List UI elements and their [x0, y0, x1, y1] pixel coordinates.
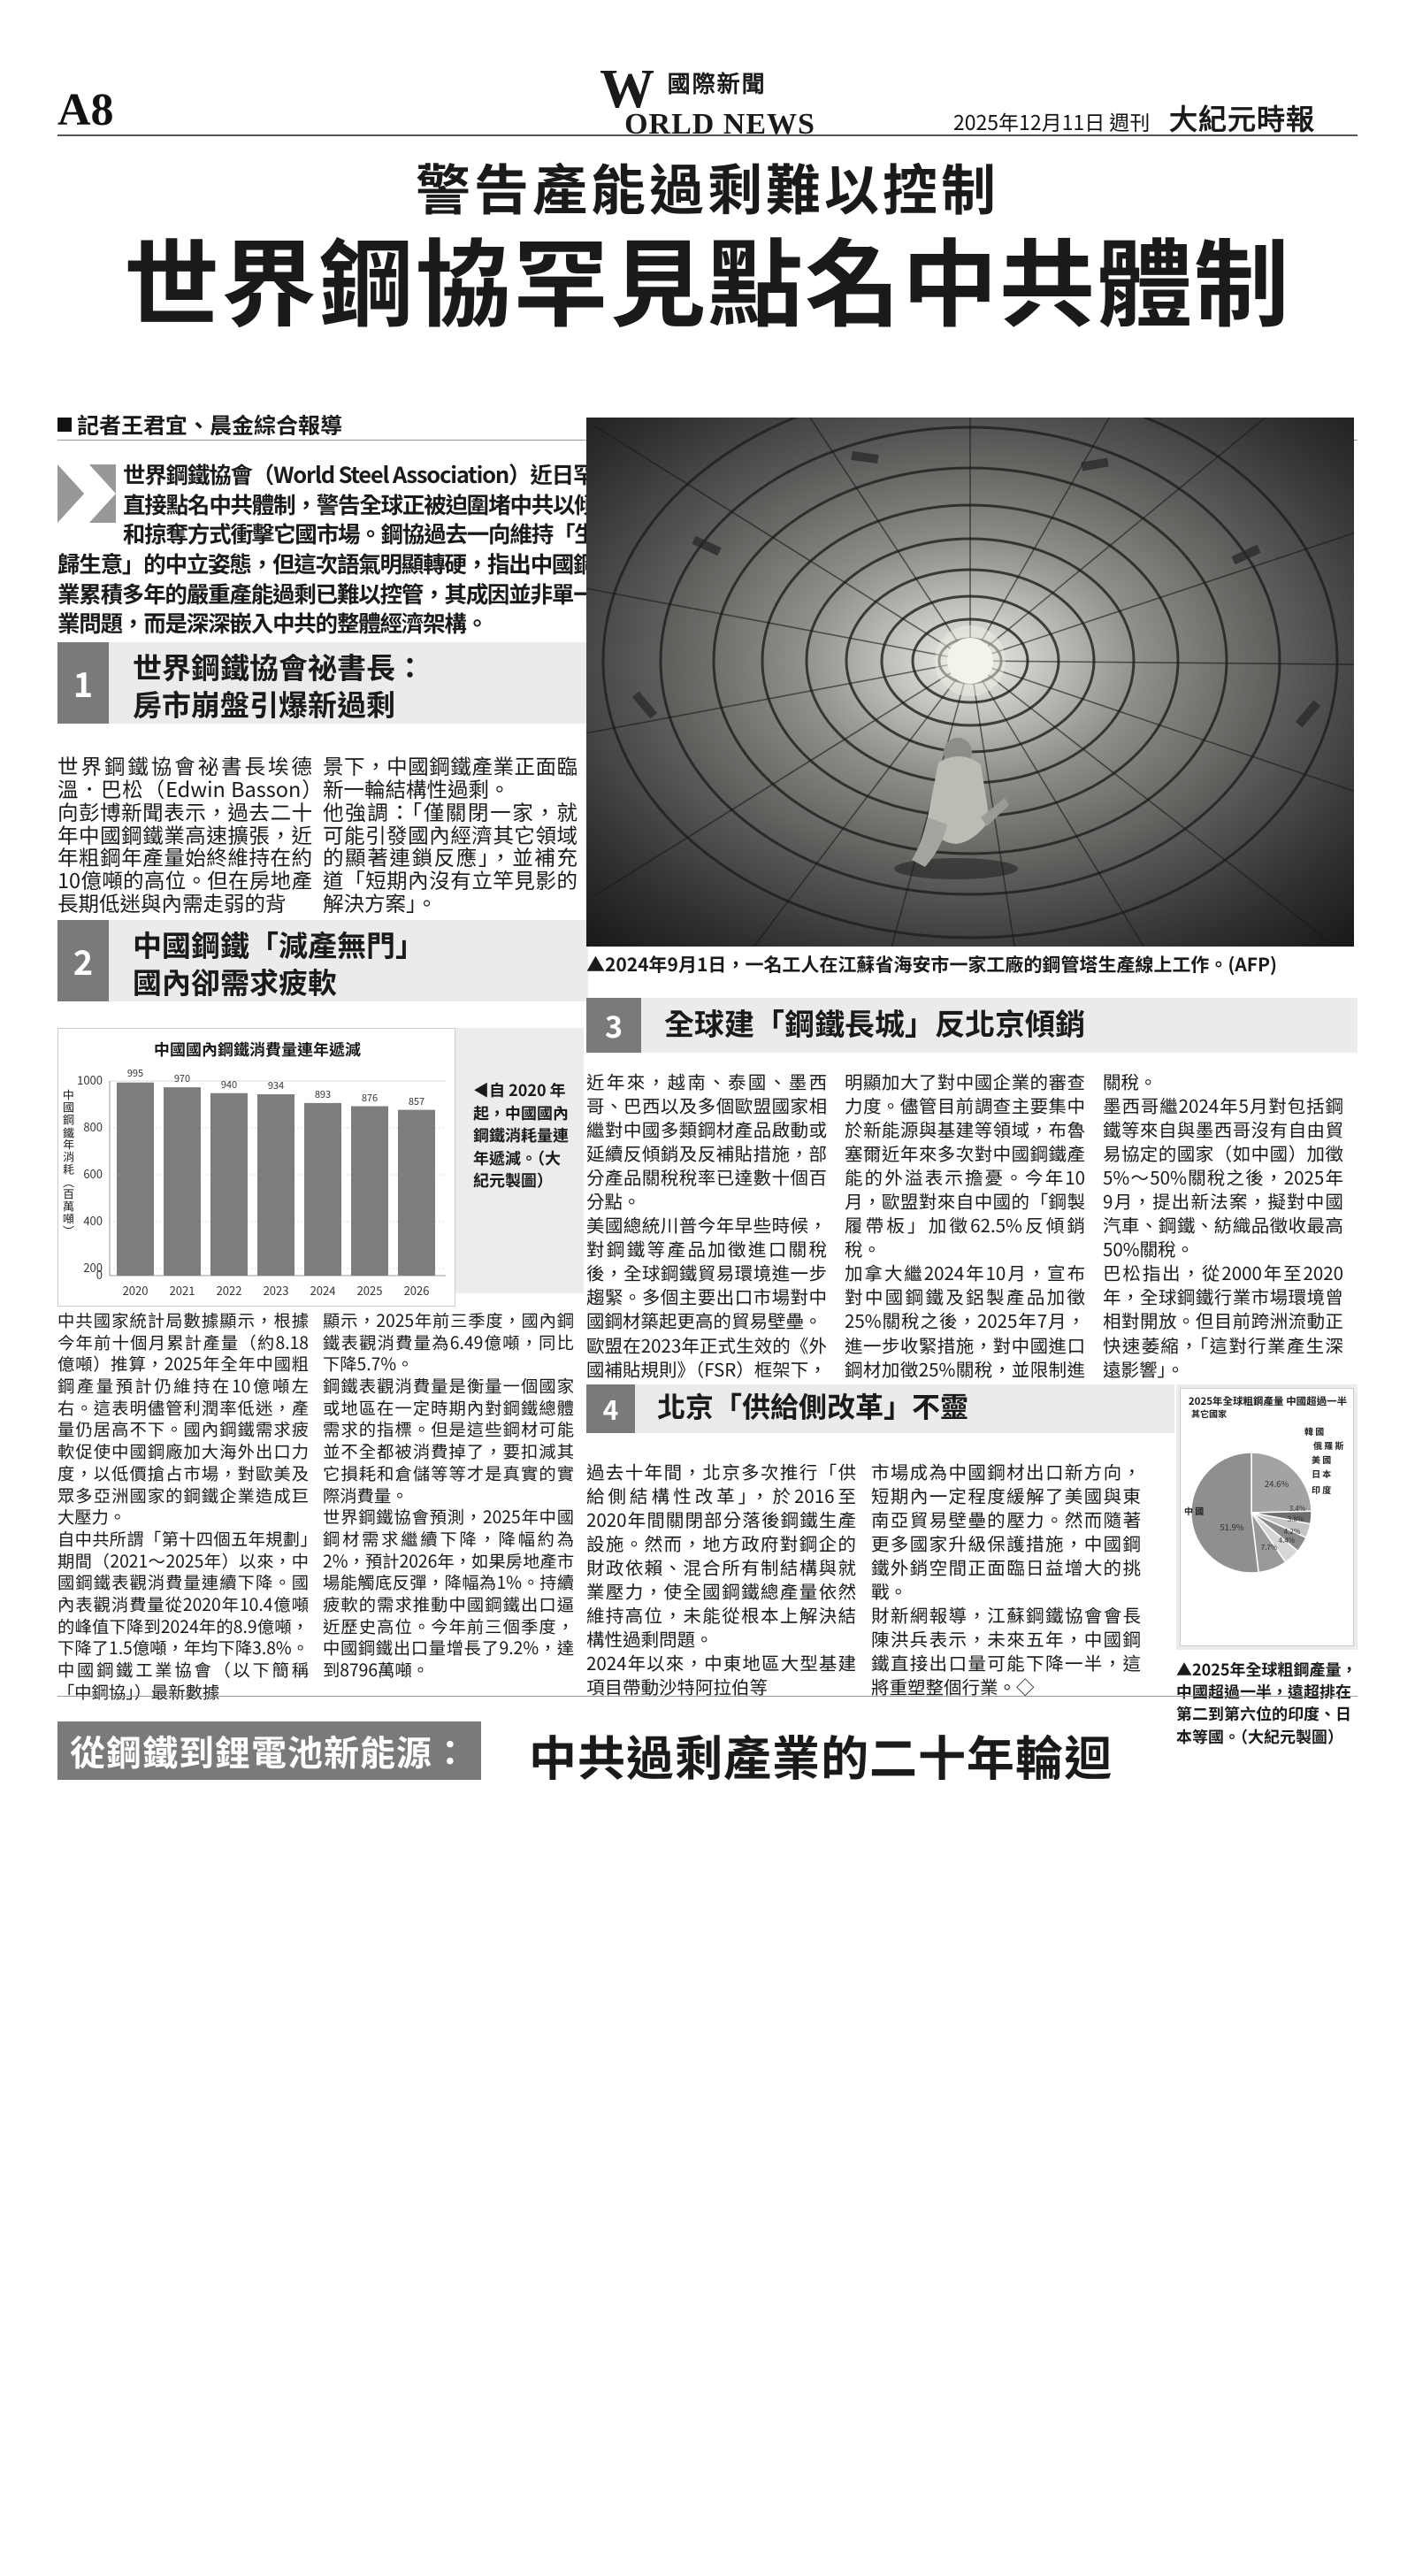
svg-text:857: 857 — [409, 1094, 424, 1108]
svg-text:美 國: 美 國 — [1312, 1453, 1331, 1466]
svg-text:600: 600 — [83, 1165, 103, 1182]
svg-text:7.7%: 7.7% — [1261, 1543, 1278, 1552]
svg-text:俄 羅 斯: 俄 羅 斯 — [1312, 1438, 1344, 1452]
svg-text:934: 934 — [268, 1078, 284, 1092]
svg-text:2020: 2020 — [123, 1282, 149, 1299]
svg-text:日 本: 日 本 — [1312, 1467, 1331, 1480]
svg-text:3.4%: 3.4% — [1289, 1504, 1306, 1514]
svg-text:2025: 2025 — [357, 1282, 383, 1299]
svg-text:印 度: 印 度 — [1312, 1483, 1331, 1496]
svg-text:2021: 2021 — [170, 1282, 195, 1299]
svg-text:2026: 2026 — [404, 1282, 430, 1299]
svg-text:韓 國: 韓 國 — [1304, 1424, 1324, 1438]
svg-text:24.6%: 24.6% — [1265, 1477, 1289, 1490]
svg-text:51.9%: 51.9% — [1220, 1521, 1243, 1533]
svg-text:970: 970 — [174, 1071, 190, 1085]
svg-text:0: 0 — [96, 1266, 103, 1283]
svg-text:1000: 1000 — [77, 1071, 103, 1088]
svg-text:800: 800 — [83, 1118, 103, 1135]
svg-text:4.4%: 4.4% — [1279, 1536, 1296, 1545]
svg-text:2024: 2024 — [310, 1282, 336, 1299]
svg-text:2023: 2023 — [264, 1282, 289, 1299]
svg-text:400: 400 — [83, 1212, 103, 1229]
svg-text:995: 995 — [127, 1066, 143, 1080]
svg-text:940: 940 — [221, 1077, 237, 1092]
svg-text:其它國家: 其它國家 — [1191, 1407, 1227, 1420]
svg-text:中 國: 中 國 — [1184, 1504, 1204, 1517]
svg-text:2022: 2022 — [217, 1282, 242, 1299]
svg-text:893: 893 — [315, 1087, 331, 1101]
svg-text:876: 876 — [362, 1091, 378, 1105]
svg-text:3.8%: 3.8% — [1288, 1514, 1304, 1524]
